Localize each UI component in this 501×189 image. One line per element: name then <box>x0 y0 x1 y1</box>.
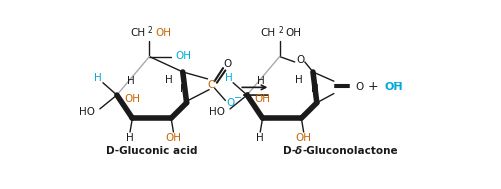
Text: H: H <box>295 75 303 85</box>
Text: H: H <box>94 73 102 83</box>
Text: C: C <box>207 80 215 90</box>
Text: OH: OH <box>286 29 302 38</box>
Text: CH: CH <box>130 29 146 38</box>
Text: OH: OH <box>176 51 192 61</box>
Text: H: H <box>165 75 173 85</box>
Text: -Gluconolactone: -Gluconolactone <box>302 146 398 156</box>
Text: O: O <box>223 59 232 69</box>
Text: OH: OH <box>165 133 181 143</box>
Text: δ: δ <box>295 146 302 156</box>
Text: O: O <box>226 98 235 108</box>
Text: H: H <box>311 84 318 94</box>
Text: H: H <box>126 133 134 143</box>
Text: 2: 2 <box>278 26 283 35</box>
Text: OH: OH <box>255 94 271 104</box>
Text: +: + <box>367 80 378 93</box>
Text: D-Gluconic acid: D-Gluconic acid <box>106 146 197 156</box>
Text: O: O <box>297 55 305 65</box>
Text: HO: HO <box>79 107 95 117</box>
Text: H: H <box>257 76 265 86</box>
Text: −: − <box>233 93 242 103</box>
Text: OH: OH <box>296 133 312 143</box>
Text: H: H <box>257 133 264 143</box>
Text: OH: OH <box>384 82 403 92</box>
Text: O: O <box>356 82 364 92</box>
Text: H: H <box>224 73 232 83</box>
Text: 2: 2 <box>148 26 153 35</box>
Text: H: H <box>127 76 135 86</box>
Text: CH: CH <box>261 29 276 38</box>
Text: −: − <box>393 78 401 88</box>
Text: H: H <box>180 84 188 94</box>
Text: OH: OH <box>125 94 141 104</box>
Text: HO: HO <box>209 107 225 117</box>
Text: OH: OH <box>156 29 172 38</box>
Text: D-: D- <box>284 146 297 156</box>
